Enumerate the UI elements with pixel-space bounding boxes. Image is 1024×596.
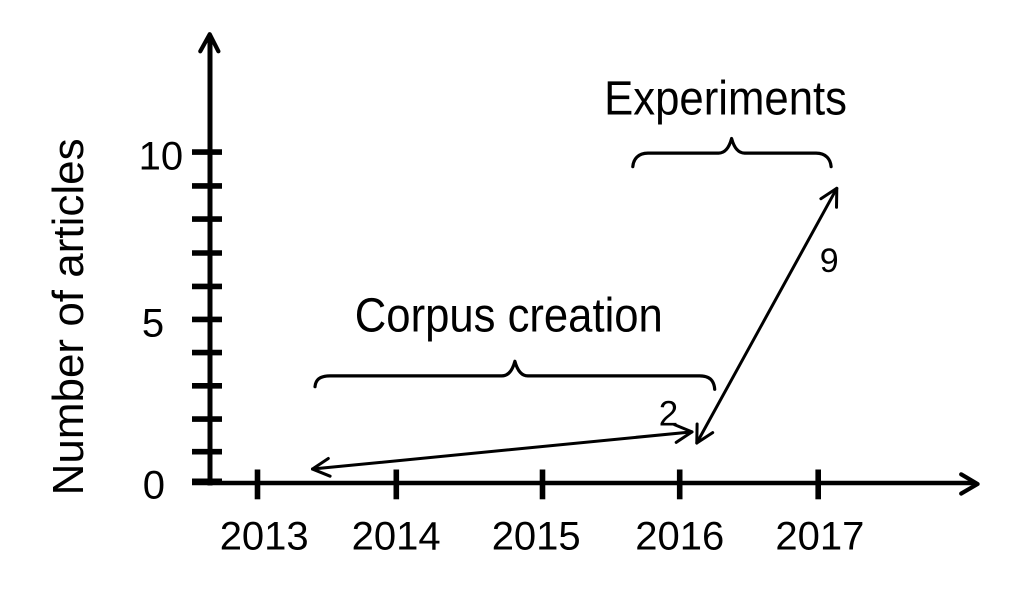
svg-text:2016: 2016 <box>635 515 724 559</box>
svg-text:5: 5 <box>142 301 164 345</box>
svg-text:2013: 2013 <box>220 515 309 559</box>
svg-text:2017: 2017 <box>775 515 864 559</box>
svg-text:2014: 2014 <box>352 515 441 559</box>
svg-text:10: 10 <box>139 135 184 179</box>
svg-text:2: 2 <box>659 395 678 434</box>
svg-text:2015: 2015 <box>492 515 581 559</box>
svg-text:Corpus creation: Corpus creation <box>355 289 663 342</box>
svg-text:Number of articles: Number of articles <box>44 138 93 495</box>
svg-text:9: 9 <box>820 242 839 280</box>
svg-text:Experiments: Experiments <box>604 72 847 125</box>
svg-text:0: 0 <box>143 464 165 508</box>
